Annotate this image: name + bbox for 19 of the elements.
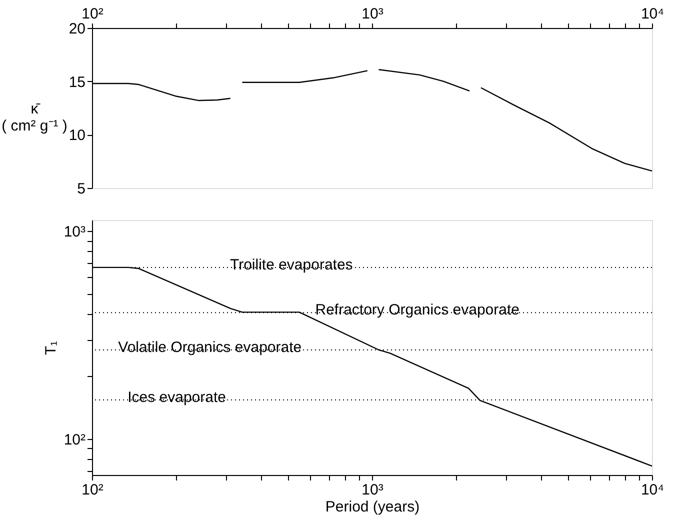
x-axis-title: Period (years) — [325, 498, 420, 515]
annotation: Volatile Organics evaporate — [118, 338, 302, 356]
y-axis-title: κ̄ ( cm² g⁻¹ ) — [2, 100, 68, 134]
annotation: Troilite evaporates — [230, 256, 353, 274]
y-tick-label: 5 — [77, 180, 86, 198]
x-tick-label: 10³ — [362, 482, 384, 498]
x-tick-label: 10² — [82, 482, 104, 498]
y-tick-label: 10² — [64, 431, 86, 448]
x-tick-label: 10⁴ — [640, 482, 664, 498]
x-tick-label: 10⁴ — [640, 6, 664, 22]
y-tick-label: 10³ — [64, 224, 86, 241]
y-axis-title: T₁ — [42, 340, 60, 356]
y-tick-label: 10 — [68, 127, 86, 144]
x-tick-label: 10³ — [362, 6, 384, 22]
y-tick-label: 20 — [68, 20, 86, 38]
annotation: Ices evaporate — [128, 388, 226, 406]
y-tick-label: 15 — [68, 74, 86, 91]
x-tick-label: 10² — [82, 6, 104, 22]
annotation: Refractory Organics evaporate — [315, 302, 520, 319]
